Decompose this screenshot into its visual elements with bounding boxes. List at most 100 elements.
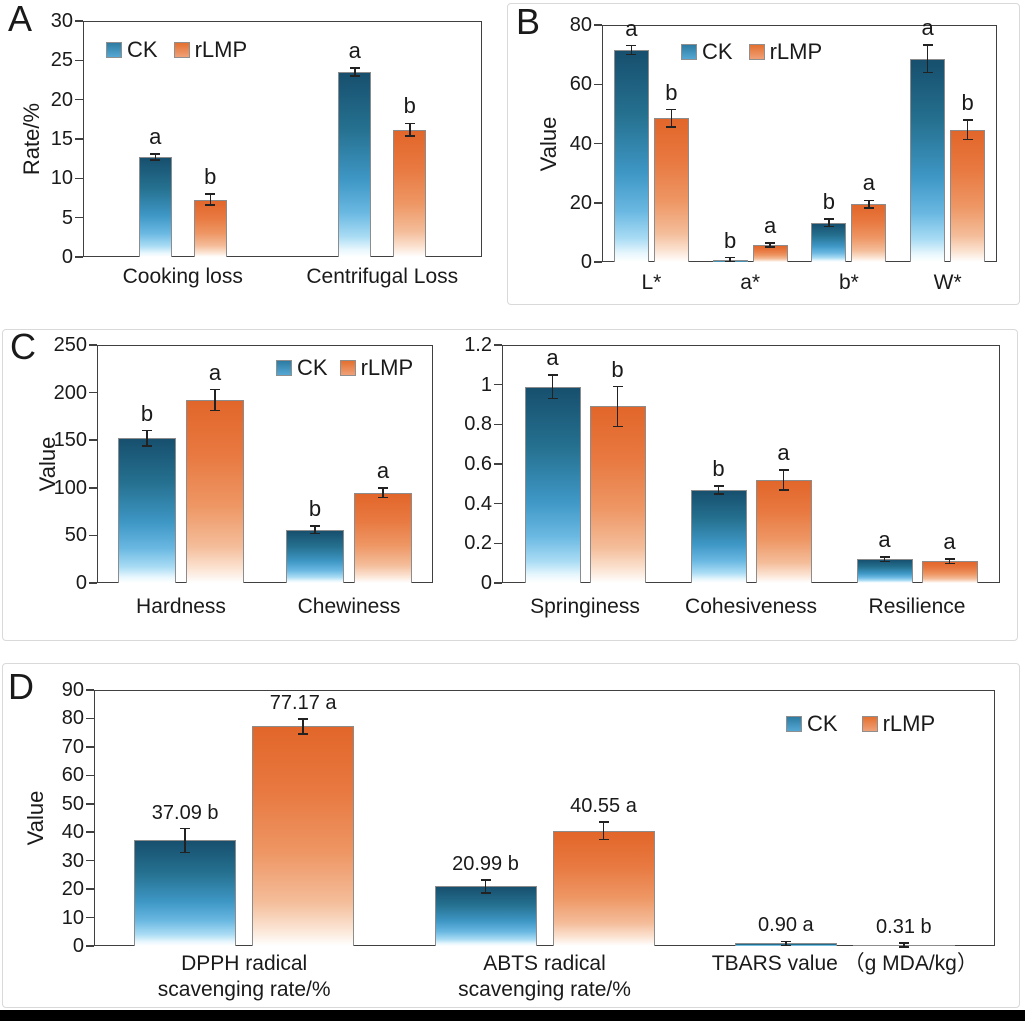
- panel-a-error-bar-cap: [404, 135, 415, 137]
- panel-b-ytick-mark-20: [594, 202, 602, 204]
- panel-a-error-bar-cap: [150, 159, 161, 161]
- panel-c1-legend-item-rlmp: rLMP: [339, 356, 413, 380]
- panel-b-error-bar: [868, 200, 870, 209]
- panel-b-significance-letter: a: [862, 170, 875, 196]
- panel-a-bar-ck-cooking-loss: [138, 157, 172, 257]
- panel-b-ytick-mark-60: [594, 83, 602, 85]
- panel-b-error-bar-cap: [922, 44, 933, 46]
- panel-c1-error-bar-cap: [378, 487, 388, 489]
- panel-b-error-bar-cap: [666, 126, 677, 128]
- panel-d-ytick-label-0: 0: [72, 935, 84, 957]
- rlmp-legend-swatch-icon: [173, 42, 190, 58]
- panel-d-error-bar: [184, 828, 186, 853]
- panel-b-significance-letter: b: [822, 189, 835, 215]
- panel-d-ytick-label-20: 20: [61, 878, 84, 901]
- panel-a-label: A: [8, 0, 33, 39]
- panel-c1-bar-ck-hardness: [118, 438, 176, 583]
- panel-d-ytick-label-30: 30: [61, 849, 84, 872]
- panel-a-ytick-mark-10: [75, 177, 83, 180]
- panel-b-error-bar-cap: [725, 256, 736, 259]
- panel-d-ytick-mark-70: [86, 746, 94, 748]
- panel-c1-ytick-mark-0: [89, 582, 97, 584]
- panel-d-error-bar-cap: [180, 851, 191, 854]
- panel-b-ytick-mark-0: [594, 261, 602, 263]
- panel-b-legend-label-rlmp: rLMP: [769, 39, 823, 64]
- panel-c1-ytick-label-50: 50: [64, 524, 87, 547]
- panel-c2-error-bar: [782, 469, 785, 490]
- panel-a-legend-label-rlmp: rLMP: [194, 37, 248, 62]
- panel-d-error-bar-cap: [898, 942, 909, 944]
- panel-d-ytick-label-50: 50: [61, 792, 84, 815]
- panel-c2-bar-ck-springiness: [524, 386, 581, 583]
- panel-c1-plot-area: [97, 345, 433, 583]
- panel-d-ytick-label-80: 80: [61, 707, 84, 730]
- panel-c2-error-bar: [551, 374, 554, 399]
- panel-c2-ytick-label-0: 0: [480, 572, 492, 594]
- panel-c2-error-bar-cap: [713, 493, 724, 495]
- panel-c1-category-hardness: Hardness: [136, 595, 226, 618]
- panel-c1-error-bar-cap: [310, 532, 320, 535]
- panel-b-significance-letter: b: [724, 227, 737, 253]
- panel-a-ytick-label-10: 10: [50, 167, 73, 190]
- ck-legend-swatch-icon: [786, 716, 802, 732]
- panel-c2-error-bar-cap: [879, 560, 890, 563]
- panel-d-error-bar: [602, 821, 605, 840]
- panel-b-label: B: [516, 1, 541, 42]
- panel-c2-error-bar-cap: [944, 562, 955, 565]
- panel-d-error-bar: [785, 941, 787, 946]
- panel-d-ytick-mark-30: [86, 859, 94, 862]
- panel-b-bar-rlmp-l: [653, 118, 689, 262]
- panel-b-legend-item-ck: CK: [681, 40, 733, 64]
- ck-legend-swatch-icon: [681, 44, 697, 60]
- panel-c1-ytick-label-150: 150: [53, 429, 87, 452]
- panel-d-error-bar-cap: [898, 946, 909, 948]
- panel-a-legend-item-ck: CK: [106, 38, 158, 62]
- panel-b-error-bar-cap: [666, 108, 677, 111]
- panel-c2-bar-rlmp-springiness: [589, 406, 646, 583]
- panel-a-ytick-label-30: 30: [50, 10, 73, 32]
- panel-c1-legend: CK rLMP: [276, 356, 413, 380]
- panel-c1-ytick-mark-200: [89, 391, 97, 394]
- panel-c2-error-bar: [717, 485, 720, 494]
- panel-b-ytick-label-20: 20: [569, 191, 592, 214]
- panel-c1-error-bar-cap: [378, 496, 388, 499]
- panel-d-error-bar-cap: [780, 944, 791, 947]
- panel-c1-significance-letter: b: [308, 495, 322, 521]
- panel-c2-significance-letter: a: [943, 528, 956, 554]
- panel-c1-y-axis-title: Value: [35, 436, 60, 492]
- panel-a-ytick-mark-20: [75, 98, 83, 101]
- panel-a-error-bar-cap: [150, 153, 161, 155]
- panel-d-error-bar: [903, 943, 905, 947]
- panel-b-error-bar-cap: [962, 138, 973, 141]
- panel-c1-error-bar-cap: [142, 429, 152, 432]
- panel-c1-significance-letter: a: [208, 359, 222, 385]
- panel-c2-ytick-mark-0-2: [494, 542, 502, 545]
- panel-a-ytick-label-25: 25: [50, 49, 73, 72]
- panel-b-significance-letter: a: [625, 15, 638, 41]
- panel-d-bar-ck-dpph-radical: [134, 840, 237, 946]
- panel-d-error-bar-cap: [298, 733, 309, 735]
- panel-c1-bar-ck-chewiness: [286, 529, 344, 583]
- panel-d-legend-label-rlmp: rLMP: [882, 711, 936, 736]
- panel-d-error-bar: [302, 719, 304, 734]
- panel-d-error-bar-cap: [780, 940, 791, 943]
- panel-c1-ytick-mark-50: [89, 534, 97, 537]
- panel-a-ytick-mark-15: [75, 138, 83, 140]
- panel-d-ytick-mark-60: [86, 774, 94, 777]
- panel-d-error-bar-cap: [598, 838, 609, 841]
- panel-c1-error-bar: [146, 430, 148, 446]
- panel-c2-bar-rlmp-resilience: [921, 561, 978, 583]
- panel-c2-ytick-mark-1-2: [494, 344, 502, 346]
- panel-a-significance-letter: a: [348, 38, 361, 64]
- panel-c1-error-bar-cap: [210, 409, 220, 412]
- panel-c2-ytick-mark-0-8: [494, 423, 502, 426]
- panel-c2-error-bar-cap: [944, 558, 955, 560]
- panel-d-error-bar-cap: [480, 879, 491, 881]
- rlmp-legend-swatch-icon: [339, 360, 356, 376]
- panel-c2-significance-letter: b: [611, 356, 624, 382]
- panel-d-ytick-mark-50: [86, 803, 94, 805]
- panel-c1-error-bar-cap: [210, 388, 220, 391]
- panel-a-ytick-label-15: 15: [50, 128, 73, 150]
- panel-d-bar-ck-abts-radical: [434, 886, 537, 946]
- panel-b-error-bar-cap: [725, 260, 736, 263]
